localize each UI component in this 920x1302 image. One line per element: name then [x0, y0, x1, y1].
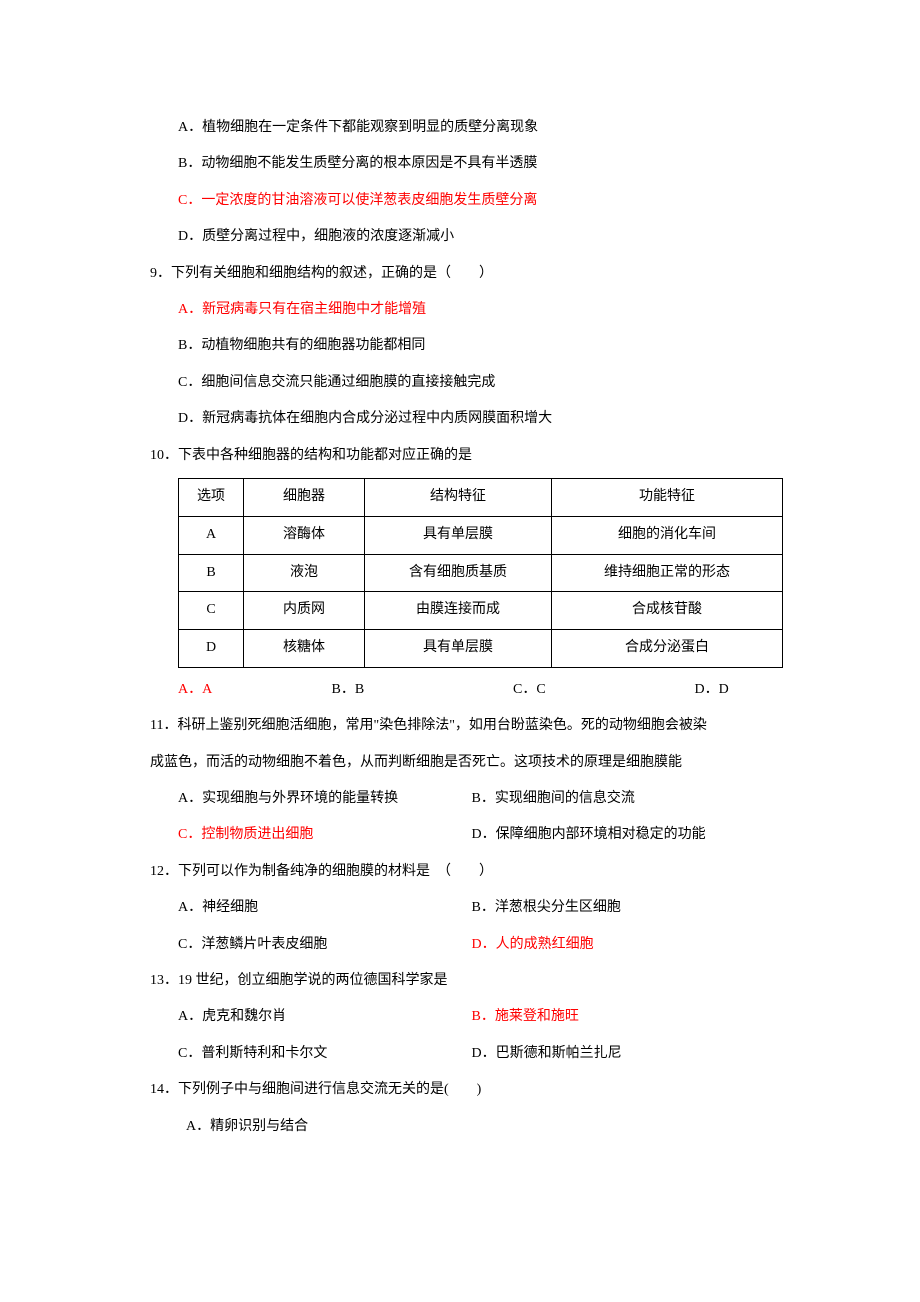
- document-page: A．植物细胞在一定条件下都能观察到明显的质壁分离现象 B．动物细胞不能发生质壁分…: [0, 0, 920, 1205]
- q13-option-c: C．普利斯特利和卡尔文: [178, 1036, 468, 1072]
- table-row: C 内质网 由膜连接而成 合成核苷酸: [179, 592, 783, 630]
- q12-row1: A．神经细胞 B．洋葱根尖分生区细胞: [150, 890, 800, 926]
- q8-option-b: B．动物细胞不能发生质壁分离的根本原因是不具有半透膜: [150, 146, 800, 182]
- q9-option-d: D．新冠病毒抗体在细胞内合成分泌过程中内质网膜面积增大: [150, 401, 800, 437]
- cell-org: 液泡: [244, 554, 365, 592]
- q10-table: 选项 细胞器 结构特征 功能特征 A 溶酶体 具有单层膜 细胞的消化车间 B 液…: [178, 478, 783, 668]
- cell-struct: 具有单层膜: [365, 516, 552, 554]
- q11-stem-line2: 成蓝色，而活的动物细胞不着色，从而判断细胞是否死亡。这项技术的原理是细胞膜能: [150, 745, 800, 781]
- q9-option-b: B．动植物细胞共有的细胞器功能都相同: [150, 328, 800, 364]
- cell-org: 核糖体: [244, 630, 365, 668]
- table-header-opt: 选项: [179, 478, 244, 516]
- table-row: A 溶酶体 具有单层膜 细胞的消化车间: [179, 516, 783, 554]
- cell-org: 内质网: [244, 592, 365, 630]
- q10-answer-b: B．B: [332, 672, 510, 708]
- q12-option-c: C．洋葱鳞片叶表皮细胞: [178, 927, 468, 963]
- cell-opt: A: [179, 516, 244, 554]
- q12-row2: C．洋葱鳞片叶表皮细胞 D．人的成熟红细胞: [150, 927, 800, 963]
- cell-opt: B: [179, 554, 244, 592]
- q13-option-a: A．虎克和魏尔肖: [178, 999, 468, 1035]
- q13-row1: A．虎克和魏尔肖 B．施莱登和施旺: [150, 999, 800, 1035]
- table-row: D 核糖体 具有单层膜 合成分泌蛋白: [179, 630, 783, 668]
- q10-answer-d: D．D: [695, 672, 775, 708]
- q12-stem: 12．下列可以作为制备纯净的细胞膜的材料是 （ ）: [150, 854, 800, 890]
- q14-option-a: A．精卵识别与结合: [150, 1109, 800, 1145]
- q13-option-b: B．施莱登和施旺: [472, 999, 579, 1035]
- q8-option-a: A．植物细胞在一定条件下都能观察到明显的质壁分离现象: [150, 110, 800, 146]
- q11-option-d: D．保障细胞内部环境相对稳定的功能: [472, 817, 706, 853]
- q13-stem: 13．19 世纪，创立细胞学说的两位德国科学家是: [150, 963, 800, 999]
- cell-struct: 具有单层膜: [365, 630, 552, 668]
- q12-option-d: D．人的成熟红细胞: [472, 927, 594, 963]
- q11-option-a: A．实现细胞与外界环境的能量转换: [178, 781, 468, 817]
- cell-struct: 由膜连接而成: [365, 592, 552, 630]
- q10-stem: 10．下表中各种细胞器的结构和功能都对应正确的是: [150, 438, 800, 474]
- cell-func: 维持细胞正常的形态: [552, 554, 783, 592]
- q9-option-c: C．细胞间信息交流只能通过细胞膜的直接接触完成: [150, 365, 800, 401]
- table-header-row: 选项 细胞器 结构特征 功能特征: [179, 478, 783, 516]
- table-header-func: 功能特征: [552, 478, 783, 516]
- q12-option-a: A．神经细胞: [178, 890, 468, 926]
- cell-struct: 含有细胞质基质: [365, 554, 552, 592]
- table-row: B 液泡 含有细胞质基质 维持细胞正常的形态: [179, 554, 783, 592]
- q11-row1: A．实现细胞与外界环境的能量转换 B．实现细胞间的信息交流: [150, 781, 800, 817]
- cell-func: 合成核苷酸: [552, 592, 783, 630]
- q11-row2: C．控制物质进出细胞 D．保障细胞内部环境相对稳定的功能: [150, 817, 800, 853]
- q13-option-d: D．巴斯德和斯帕兰扎尼: [472, 1036, 622, 1072]
- cell-func: 细胞的消化车间: [552, 516, 783, 554]
- cell-org: 溶酶体: [244, 516, 365, 554]
- q10-answer-c: C．C: [513, 672, 691, 708]
- table-header-struct: 结构特征: [365, 478, 552, 516]
- q8-option-c: C．一定浓度的甘油溶液可以使洋葱表皮细胞发生质壁分离: [150, 183, 800, 219]
- cell-opt: D: [179, 630, 244, 668]
- q9-stem: 9．下列有关细胞和细胞结构的叙述，正确的是（ ）: [150, 256, 800, 292]
- q11-option-c: C．控制物质进出细胞: [178, 817, 468, 853]
- q10-answer-line: A．A B．B C．C D．D: [150, 672, 800, 708]
- q9-option-a: A．新冠病毒只有在宿主细胞中才能增殖: [150, 292, 800, 328]
- q12-option-b: B．洋葱根尖分生区细胞: [472, 890, 621, 926]
- q10-answer-a: A．A: [178, 672, 328, 708]
- q11-stem-line1: 11．科研上鉴别死细胞活细胞，常用"染色排除法"，如用台盼蓝染色。死的动物细胞会…: [150, 708, 800, 744]
- q14-stem: 14．下列例子中与细胞间进行信息交流无关的是( ): [150, 1072, 800, 1108]
- q13-row2: C．普利斯特利和卡尔文 D．巴斯德和斯帕兰扎尼: [150, 1036, 800, 1072]
- cell-opt: C: [179, 592, 244, 630]
- q8-option-d: D．质壁分离过程中，细胞液的浓度逐渐减小: [150, 219, 800, 255]
- table-header-org: 细胞器: [244, 478, 365, 516]
- q11-option-b: B．实现细胞间的信息交流: [472, 781, 635, 817]
- cell-func: 合成分泌蛋白: [552, 630, 783, 668]
